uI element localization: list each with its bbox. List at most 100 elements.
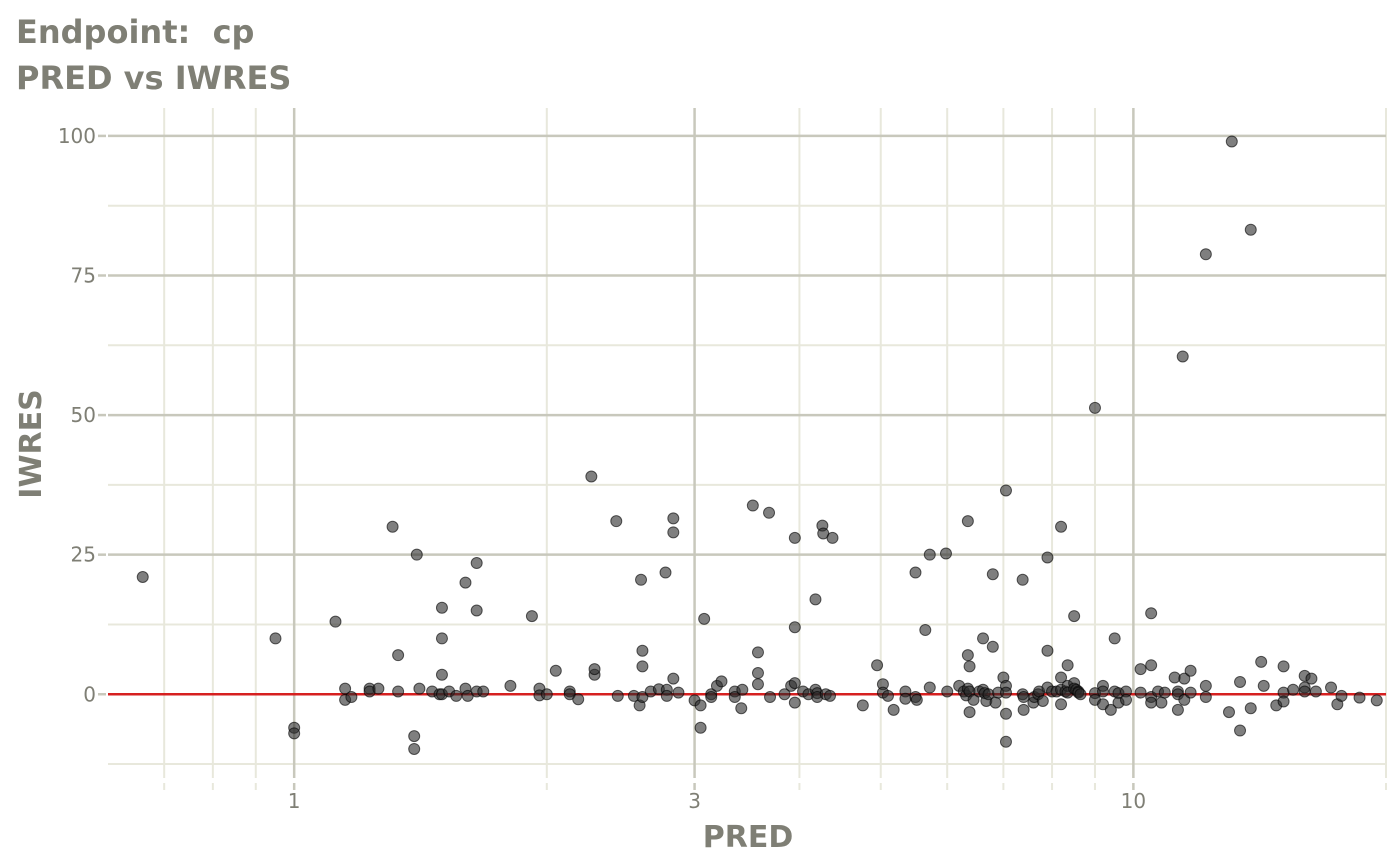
data-point bbox=[963, 706, 976, 719]
data-point bbox=[939, 547, 952, 560]
x-tick-label: 10 bbox=[1121, 789, 1146, 813]
data-point bbox=[269, 632, 282, 645]
x-tick-label: 1 bbox=[288, 789, 301, 813]
data-point bbox=[736, 683, 749, 696]
data-point bbox=[941, 685, 954, 698]
data-point bbox=[1016, 573, 1029, 586]
data-point bbox=[1176, 350, 1189, 363]
data-point bbox=[751, 667, 764, 680]
data-point bbox=[1277, 695, 1290, 708]
data-point bbox=[1061, 659, 1074, 672]
data-point bbox=[610, 515, 623, 528]
data-point bbox=[967, 693, 980, 706]
data-point bbox=[288, 727, 301, 740]
data-point bbox=[1036, 694, 1049, 707]
y-tick-label: 100 bbox=[58, 124, 96, 148]
data-point bbox=[963, 660, 976, 673]
data-point bbox=[694, 721, 707, 734]
data-point bbox=[136, 571, 149, 583]
data-point bbox=[763, 506, 776, 519]
x-axis-label: PRED bbox=[703, 820, 793, 855]
data-point bbox=[1234, 724, 1247, 737]
data-point bbox=[899, 692, 912, 705]
data-point bbox=[1074, 688, 1087, 701]
data-point bbox=[1171, 703, 1184, 716]
data-point bbox=[1120, 693, 1133, 706]
data-point bbox=[764, 691, 777, 704]
data-point bbox=[588, 663, 601, 676]
data-point bbox=[549, 664, 562, 677]
data-point bbox=[435, 632, 448, 645]
data-point bbox=[751, 678, 764, 691]
data-point bbox=[999, 707, 1012, 720]
data-point bbox=[746, 499, 759, 512]
data-point bbox=[715, 675, 728, 688]
data-point bbox=[728, 691, 741, 704]
data-point bbox=[751, 646, 764, 659]
data-point bbox=[1353, 691, 1366, 704]
data-point bbox=[788, 677, 801, 690]
data-point bbox=[999, 735, 1012, 748]
data-point bbox=[1184, 686, 1197, 699]
data-point bbox=[1255, 655, 1268, 668]
data-point bbox=[788, 621, 801, 634]
data-point bbox=[386, 520, 399, 533]
data-point bbox=[659, 566, 672, 579]
data-point bbox=[977, 632, 990, 645]
data-point bbox=[999, 686, 1012, 699]
data-point bbox=[470, 604, 483, 617]
data-point bbox=[989, 696, 1002, 709]
data-point bbox=[778, 688, 791, 701]
data-point bbox=[329, 615, 342, 628]
data-point bbox=[1145, 607, 1158, 620]
data-point bbox=[667, 526, 680, 539]
data-point bbox=[1055, 698, 1068, 711]
data-point bbox=[961, 515, 974, 528]
data-point bbox=[1017, 703, 1030, 716]
data-point bbox=[919, 624, 932, 637]
data-point bbox=[525, 610, 538, 623]
data-point bbox=[1155, 696, 1168, 709]
y-axis-label: IWRES bbox=[14, 389, 49, 498]
data-point bbox=[1041, 644, 1054, 657]
data-point bbox=[611, 689, 624, 702]
data-point bbox=[410, 548, 423, 561]
data-point bbox=[1096, 685, 1109, 698]
data-point bbox=[705, 691, 718, 704]
data-point bbox=[923, 681, 936, 694]
data-point bbox=[667, 672, 680, 685]
data-point bbox=[667, 512, 680, 525]
data-point bbox=[408, 730, 421, 743]
x-tick-label: 3 bbox=[688, 789, 701, 813]
data-point bbox=[1134, 663, 1147, 676]
data-point bbox=[1244, 702, 1257, 715]
data-point bbox=[636, 644, 649, 657]
data-point bbox=[1055, 520, 1068, 533]
data-point bbox=[450, 689, 463, 702]
data-points bbox=[136, 135, 1383, 755]
data-point bbox=[435, 668, 448, 681]
data-point bbox=[923, 548, 936, 561]
data-point bbox=[1199, 691, 1212, 704]
data-point bbox=[1325, 681, 1338, 694]
data-point bbox=[961, 649, 974, 662]
data-point bbox=[1225, 135, 1238, 148]
data-point bbox=[788, 531, 801, 544]
data-point bbox=[408, 742, 421, 755]
data-point bbox=[1041, 551, 1054, 564]
data-point bbox=[345, 691, 358, 704]
data-point bbox=[1055, 671, 1068, 684]
data-point bbox=[1234, 675, 1247, 688]
data-point bbox=[1335, 689, 1348, 702]
chart-subtitle: PRED vs IWRES bbox=[16, 59, 292, 97]
data-point bbox=[826, 531, 839, 544]
data-point bbox=[392, 685, 405, 698]
data-point bbox=[1257, 679, 1270, 692]
data-point bbox=[1017, 691, 1030, 704]
data-point bbox=[435, 601, 448, 614]
data-point bbox=[672, 686, 685, 699]
data-point bbox=[470, 557, 483, 570]
data-point bbox=[477, 685, 490, 698]
